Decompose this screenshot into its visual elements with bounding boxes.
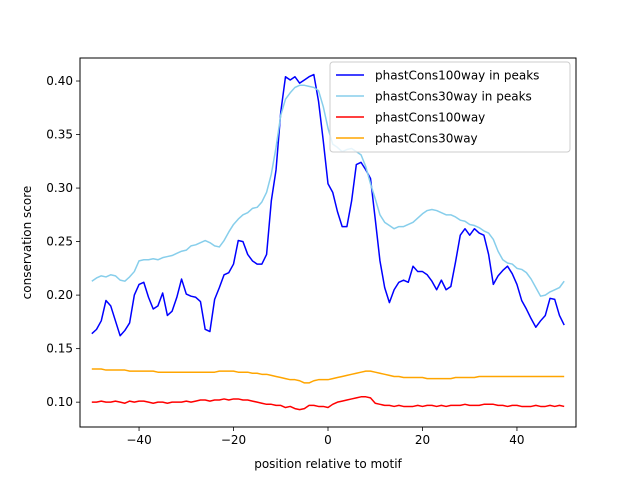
- y-tick-label: 0.30: [46, 181, 73, 195]
- legend-label-3: phastCons100way: [375, 111, 485, 125]
- y-tick-label: 0.25: [46, 235, 73, 249]
- y-tick-label: 0.35: [46, 128, 73, 142]
- y-axis-label: conservation score: [20, 186, 34, 300]
- x-axis-label: position relative to motif: [254, 457, 402, 471]
- series-layer: [91, 73, 565, 411]
- series-line-4: [91, 368, 565, 384]
- series-line-3: [91, 396, 565, 411]
- x-axis-ticks: −40 −20 0 20 40: [126, 427, 525, 447]
- y-tick-label: 0.10: [46, 395, 73, 409]
- legend-label-2: phastCons30way in peaks: [375, 90, 532, 104]
- x-tick-label: −20: [221, 433, 246, 447]
- x-tick-label: 20: [415, 433, 430, 447]
- legend-label-1: phastCons100way in peaks: [375, 69, 539, 83]
- y-axis-ticks: 0.10 0.15 0.20 0.25 0.30 0.35 0.40: [46, 74, 80, 409]
- legend-label-4: phastCons30way: [375, 132, 478, 146]
- legend-box: [329, 61, 571, 153]
- y-tick-label: 0.40: [46, 74, 73, 88]
- x-tick-label: 0: [324, 433, 332, 447]
- series-line-1: [91, 73, 565, 337]
- series-line-2: [91, 84, 565, 297]
- y-tick-label: 0.15: [46, 342, 73, 356]
- x-tick-label: −40: [126, 433, 151, 447]
- x-tick-label: 40: [509, 433, 524, 447]
- legend: phastCons100way in peaks phastCons30way i…: [329, 61, 571, 153]
- y-tick-label: 0.20: [46, 288, 73, 302]
